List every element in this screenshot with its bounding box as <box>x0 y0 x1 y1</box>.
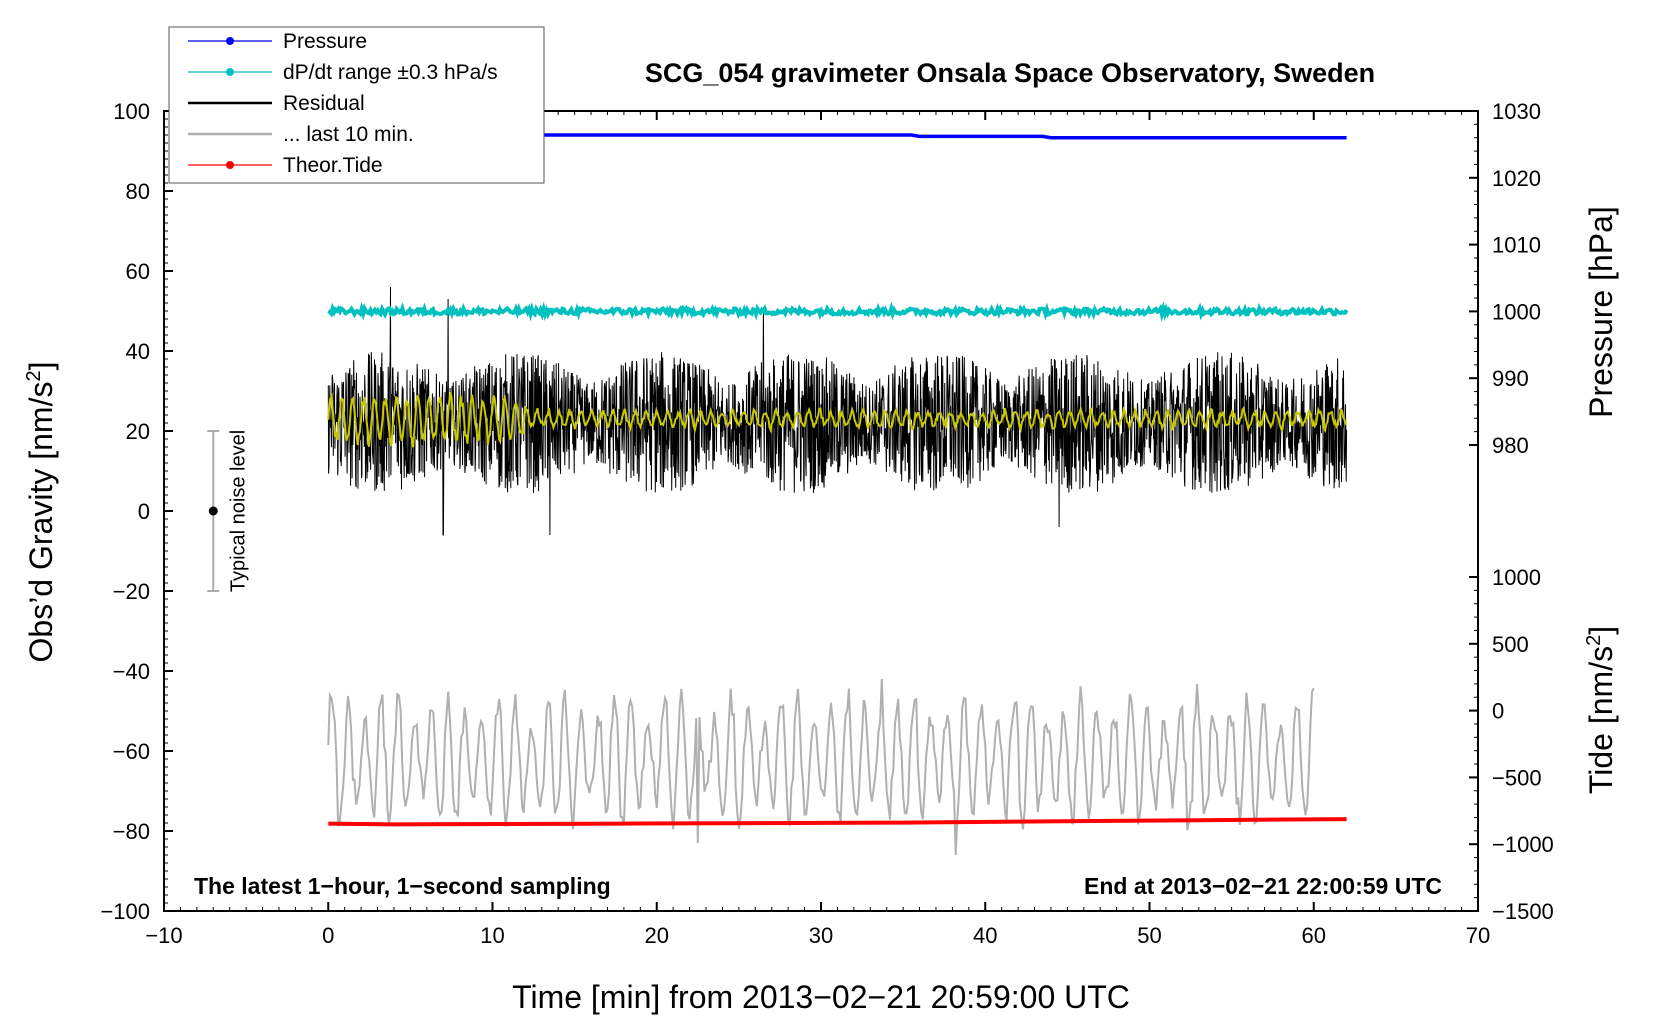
series-dpdt-line <box>327 301 1349 323</box>
legend-label: Pressure <box>283 30 367 53</box>
x-axis-title: Time [min] from 2013−02−21 20:59:00 UTC <box>512 979 1130 1015</box>
pressure-tick-label: 990 <box>1492 366 1529 391</box>
y-tick-label: 0 <box>138 499 150 524</box>
x-tick-label: 0 <box>322 923 334 948</box>
legend-label: Residual <box>283 92 365 115</box>
x-tick-label: 20 <box>645 923 669 948</box>
y-axis-title-tide: Tide [nm/s2] <box>1583 626 1619 794</box>
legend-entry: dP/dt range ±0.3 hPa/s <box>188 61 498 84</box>
x-tick-label: 40 <box>973 923 997 948</box>
noise-label: Typical noise level <box>227 430 249 592</box>
y-tick-label: −80 <box>113 819 150 844</box>
y-axis-title-pressure: Pressure [hPa] <box>1583 206 1619 418</box>
legend-marker <box>226 161 234 169</box>
x-tick-label: 60 <box>1302 923 1326 948</box>
y-tick-label: 80 <box>126 179 150 204</box>
legend-marker <box>226 68 234 76</box>
pressure-tick-label: 1010 <box>1492 233 1541 258</box>
legend-entry: ... last 10 min. <box>188 123 414 146</box>
legend-label: ... last 10 min. <box>283 123 414 146</box>
legend-box <box>168 26 545 184</box>
pressure-tick-label: 1030 <box>1492 99 1541 124</box>
y-axis-title-left: Obs’d Gravity [nm/s2] <box>23 362 59 663</box>
tide-tick-label: −1500 <box>1492 899 1554 924</box>
plot-frame <box>163 110 1479 912</box>
legend-marker <box>226 37 234 45</box>
series-theor-tide-line <box>328 817 1347 827</box>
tide-tick-label: 0 <box>1492 699 1504 724</box>
y-tick-label: 100 <box>113 99 150 124</box>
y-axis-title-tide-sup: 2 <box>1583 635 1605 646</box>
y-axis-title-tide-end: ] <box>1583 626 1619 635</box>
tide-tick-label: −500 <box>1492 765 1542 790</box>
series-pressure-line <box>328 133 1347 140</box>
legend-entry: Theor.Tide <box>188 154 383 177</box>
tide-tick-label: −1000 <box>1492 832 1554 857</box>
y-tick-label: −60 <box>113 739 150 764</box>
x-tick-label: 70 <box>1466 923 1490 948</box>
y-tick-label: −20 <box>113 579 150 604</box>
axes-layer: −10 0 10 20 30 40 50 60 70−100−80−60−40−20020406… <box>100 99 1553 948</box>
x-tick-label: 30 <box>809 923 833 948</box>
series-layer <box>327 133 1349 856</box>
pressure-tick-label: 1000 <box>1492 299 1541 324</box>
y-axis-title-left-sup: 2 <box>23 370 45 381</box>
noise-indicator: Typical noise level <box>207 430 249 592</box>
y-tick-label: −100 <box>100 899 150 924</box>
pressure-tick-label: 1020 <box>1492 166 1541 191</box>
legend-label: dP/dt range ±0.3 hPa/s <box>283 61 498 84</box>
legend: Pressure dP/dt range ±0.3 hPa/s Residual..… <box>168 26 545 184</box>
x-tick-label: −10 <box>145 923 182 948</box>
chart-title: SCG_054 gravimeter Onsala Space Observat… <box>645 58 1375 88</box>
tide-tick-label: 500 <box>1492 632 1529 657</box>
legend-entry: Pressure <box>188 30 367 53</box>
y-tick-label: 40 <box>126 339 150 364</box>
y-tick-label: 20 <box>126 419 150 444</box>
y-axis-title-left-end: ] <box>23 362 59 371</box>
note-sampling: The latest 1−hour, 1−second sampling <box>194 873 611 899</box>
noise-center-dot <box>208 506 218 516</box>
y-axis-title-tide-main: Tide [nm/s <box>1583 646 1619 794</box>
series-last-10-min-line <box>327 678 1315 856</box>
y-tick-label: −40 <box>113 659 150 684</box>
legend-label: Theor.Tide <box>283 154 383 177</box>
x-tick-label: 10 <box>480 923 504 948</box>
y-axis-title-left-main: Obs’d Gravity [nm/s <box>23 382 59 663</box>
tide-tick-label: 1000 <box>1492 565 1541 590</box>
legend-entry: Residual <box>188 92 365 115</box>
x-tick-label: 50 <box>1137 923 1161 948</box>
note-end-time: End at 2013−02−21 22:00:59 UTC <box>1084 873 1442 899</box>
y-tick-label: 60 <box>126 259 150 284</box>
series-smoothed-line <box>327 391 1347 448</box>
pressure-tick-label: 980 <box>1492 433 1529 458</box>
